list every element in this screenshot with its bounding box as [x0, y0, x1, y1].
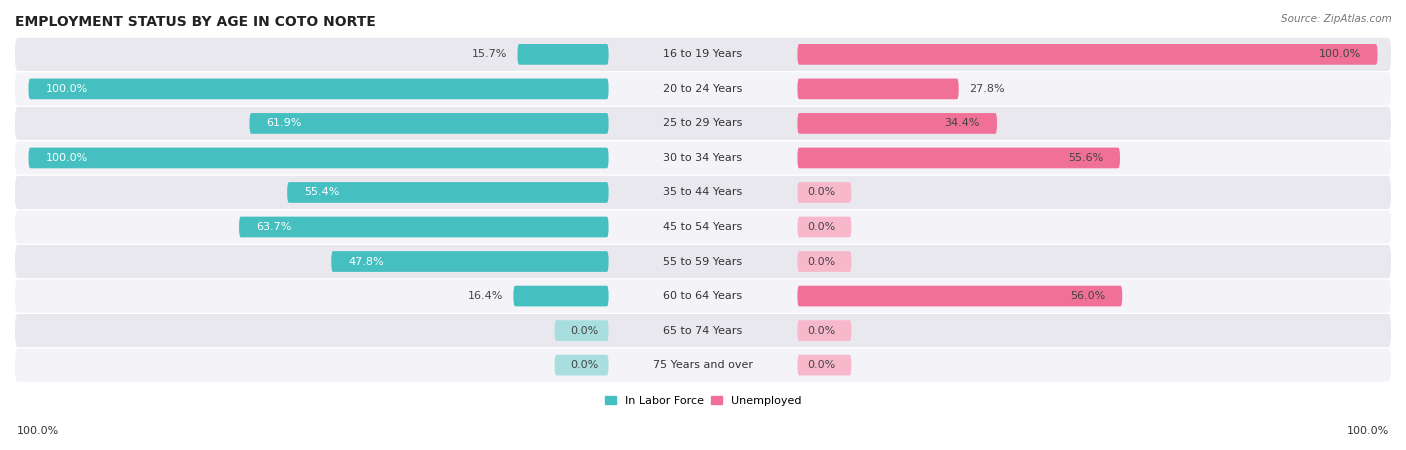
FancyBboxPatch shape — [15, 176, 1391, 209]
Text: 0.0%: 0.0% — [807, 222, 835, 232]
Text: 60 to 64 Years: 60 to 64 Years — [664, 291, 742, 301]
Text: 55.6%: 55.6% — [1067, 153, 1104, 163]
Text: 61.9%: 61.9% — [266, 118, 302, 128]
Text: 56.0%: 56.0% — [1070, 291, 1105, 301]
Text: 20 to 24 Years: 20 to 24 Years — [664, 84, 742, 94]
Text: 45 to 54 Years: 45 to 54 Years — [664, 222, 742, 232]
FancyBboxPatch shape — [797, 320, 852, 341]
Text: 30 to 34 Years: 30 to 34 Years — [664, 153, 742, 163]
FancyBboxPatch shape — [797, 79, 959, 99]
FancyBboxPatch shape — [797, 216, 852, 237]
FancyBboxPatch shape — [15, 107, 1391, 140]
FancyBboxPatch shape — [332, 251, 609, 272]
FancyBboxPatch shape — [28, 148, 609, 168]
Text: 47.8%: 47.8% — [349, 256, 384, 266]
FancyBboxPatch shape — [797, 148, 1121, 168]
Legend: In Labor Force, Unemployed: In Labor Force, Unemployed — [603, 393, 803, 408]
Text: 100.0%: 100.0% — [1319, 50, 1361, 59]
Text: 100.0%: 100.0% — [45, 153, 87, 163]
FancyBboxPatch shape — [797, 355, 852, 375]
Text: 63.7%: 63.7% — [256, 222, 291, 232]
FancyBboxPatch shape — [797, 113, 997, 134]
FancyBboxPatch shape — [249, 113, 609, 134]
Text: EMPLOYMENT STATUS BY AGE IN COTO NORTE: EMPLOYMENT STATUS BY AGE IN COTO NORTE — [15, 15, 375, 29]
FancyBboxPatch shape — [15, 314, 1391, 347]
Text: Source: ZipAtlas.com: Source: ZipAtlas.com — [1281, 14, 1392, 23]
FancyBboxPatch shape — [28, 79, 609, 99]
FancyBboxPatch shape — [513, 286, 609, 306]
Text: 16.4%: 16.4% — [468, 291, 503, 301]
Text: 0.0%: 0.0% — [571, 326, 599, 336]
Text: 0.0%: 0.0% — [807, 188, 835, 198]
Text: 100.0%: 100.0% — [45, 84, 87, 94]
Text: 0.0%: 0.0% — [807, 360, 835, 370]
FancyBboxPatch shape — [15, 245, 1391, 278]
Text: 0.0%: 0.0% — [571, 360, 599, 370]
Text: 0.0%: 0.0% — [807, 326, 835, 336]
FancyBboxPatch shape — [797, 286, 1122, 306]
Text: 0.0%: 0.0% — [807, 256, 835, 266]
FancyBboxPatch shape — [15, 279, 1391, 313]
FancyBboxPatch shape — [15, 38, 1391, 71]
Text: 65 to 74 Years: 65 to 74 Years — [664, 326, 742, 336]
FancyBboxPatch shape — [797, 44, 1378, 65]
FancyBboxPatch shape — [15, 349, 1391, 382]
Text: 34.4%: 34.4% — [945, 118, 980, 128]
Text: 25 to 29 Years: 25 to 29 Years — [664, 118, 742, 128]
Text: 75 Years and over: 75 Years and over — [652, 360, 754, 370]
FancyBboxPatch shape — [517, 44, 609, 65]
FancyBboxPatch shape — [239, 216, 609, 237]
Text: 27.8%: 27.8% — [969, 84, 1004, 94]
FancyBboxPatch shape — [554, 320, 609, 341]
FancyBboxPatch shape — [15, 141, 1391, 175]
Text: 15.7%: 15.7% — [472, 50, 508, 59]
Text: 55 to 59 Years: 55 to 59 Years — [664, 256, 742, 266]
Text: 100.0%: 100.0% — [17, 427, 59, 436]
FancyBboxPatch shape — [554, 355, 609, 375]
FancyBboxPatch shape — [287, 182, 609, 203]
Text: 16 to 19 Years: 16 to 19 Years — [664, 50, 742, 59]
FancyBboxPatch shape — [15, 211, 1391, 243]
FancyBboxPatch shape — [15, 72, 1391, 105]
Text: 100.0%: 100.0% — [1347, 427, 1389, 436]
Text: 55.4%: 55.4% — [304, 188, 339, 198]
FancyBboxPatch shape — [797, 251, 852, 272]
FancyBboxPatch shape — [797, 182, 852, 203]
Text: 35 to 44 Years: 35 to 44 Years — [664, 188, 742, 198]
